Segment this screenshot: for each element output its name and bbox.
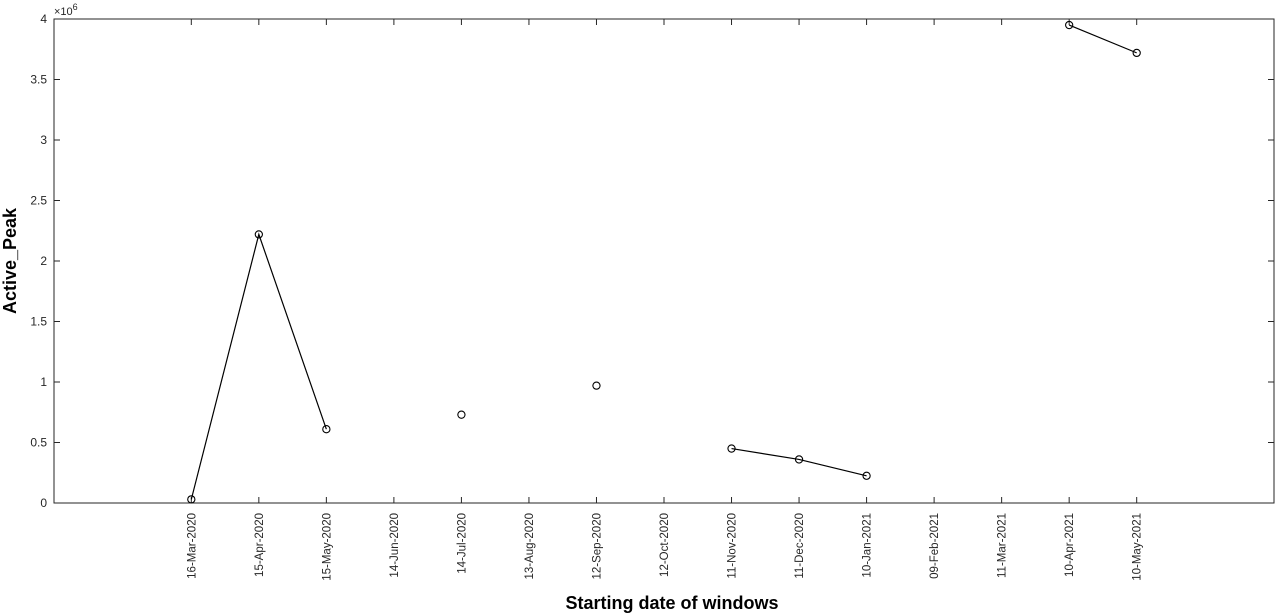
x-axis: 16-Mar-2020 15-Apr-2020 15-May-2020 14-Jun-… bbox=[186, 19, 1144, 581]
series-line-segment bbox=[190, 232, 327, 500]
y-axis: 0 0.5 1 1.5 2 2.5 3 3.5 4 bbox=[30, 12, 1274, 510]
x-axis-label: Starting date of windows bbox=[565, 593, 778, 613]
y-tick-label: 1 bbox=[40, 375, 47, 389]
series-line-segment bbox=[1068, 24, 1137, 54]
data-point bbox=[187, 495, 196, 504]
y-multiplier-base: ×10 bbox=[54, 6, 73, 18]
data-point bbox=[1132, 48, 1141, 58]
x-tick-label: 14-Jul-2020 bbox=[456, 513, 468, 574]
x-tick-label: 10-May-2021 bbox=[1132, 513, 1144, 581]
x-tick-label: 13-Aug-2020 bbox=[524, 513, 536, 580]
y-tick-label: 0.5 bbox=[30, 436, 47, 450]
y-axis-label: Active_Peak bbox=[0, 207, 20, 314]
y-tick-label: 4 bbox=[40, 12, 47, 26]
y-tick-label: 2.5 bbox=[30, 194, 47, 208]
data-point bbox=[592, 381, 601, 390]
data-point bbox=[727, 444, 736, 453]
data-point bbox=[862, 471, 871, 480]
x-tick-label: 16-Mar-2020 bbox=[186, 513, 198, 579]
data-point bbox=[457, 410, 466, 419]
x-tick-label: 14-Jun-2020 bbox=[389, 513, 401, 578]
y-multiplier: ×106 bbox=[54, 2, 78, 18]
x-tick-label: 10-Jan-2021 bbox=[862, 513, 874, 578]
series-markers bbox=[187, 20, 1141, 504]
plot-area bbox=[53, 18, 1275, 504]
x-tick-label: 10-Apr-2021 bbox=[1064, 513, 1076, 577]
x-tick-label: 09-Feb-2021 bbox=[929, 513, 941, 579]
x-tick-label: 11-Mar-2021 bbox=[997, 513, 1009, 578]
y-multiplier-exponent: 6 bbox=[73, 2, 78, 12]
x-tick-label: 15-May-2020 bbox=[321, 513, 333, 581]
y-tick-label: 3.5 bbox=[30, 73, 47, 87]
data-point bbox=[1065, 20, 1074, 30]
series-line-segment bbox=[731, 447, 867, 477]
x-tick-label: 12-Oct-2020 bbox=[659, 513, 671, 577]
y-tick-label: 2 bbox=[40, 254, 47, 268]
data-point bbox=[322, 425, 331, 434]
x-tick-label: 11-Nov-2020 bbox=[727, 513, 739, 579]
data-point bbox=[254, 230, 263, 239]
y-tick-label: 1.5 bbox=[30, 315, 47, 329]
y-tick-label: 0 bbox=[40, 496, 47, 510]
x-tick-label: 11-Dec-2020 bbox=[794, 513, 806, 579]
y-tick-label: 3 bbox=[40, 133, 47, 147]
x-tick-label: 15-Apr-2020 bbox=[254, 513, 266, 577]
x-tick-label: 12-Sep-2020 bbox=[591, 513, 603, 580]
data-point bbox=[794, 455, 804, 464]
series-lines bbox=[190, 24, 1137, 500]
